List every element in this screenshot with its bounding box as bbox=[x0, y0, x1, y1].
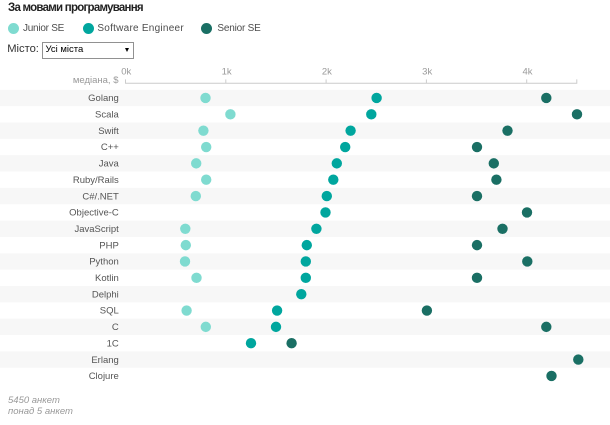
svg-text:Clojure: Clojure bbox=[89, 371, 119, 382]
svg-text:Python: Python bbox=[89, 257, 119, 268]
svg-text:Delphi: Delphi bbox=[92, 289, 119, 300]
svg-text:4k: 4k bbox=[522, 67, 532, 78]
svg-text:2k: 2k bbox=[322, 67, 332, 78]
svg-text:Golang: Golang bbox=[88, 93, 119, 104]
svg-text:C++: C++ bbox=[101, 142, 119, 153]
svg-text:1C: 1C bbox=[107, 338, 119, 349]
svg-text:C#/.NET: C#/.NET bbox=[82, 191, 119, 202]
svg-text:PHP: PHP bbox=[99, 240, 119, 251]
svg-text:Java: Java bbox=[99, 159, 120, 170]
svg-text:C: C bbox=[112, 322, 119, 333]
svg-text:Kotlin: Kotlin bbox=[95, 273, 119, 284]
svg-text:Objective-C: Objective-C bbox=[69, 208, 119, 219]
svg-text:1k: 1k bbox=[222, 67, 232, 78]
svg-text:Scala: Scala bbox=[95, 110, 119, 121]
svg-text:JavaScript: JavaScript bbox=[74, 224, 119, 235]
svg-text:медіана, $: медіана, $ bbox=[73, 75, 119, 86]
svg-text:SQL: SQL bbox=[100, 306, 119, 317]
svg-text:3k: 3k bbox=[422, 67, 432, 78]
svg-text:Ruby/Rails: Ruby/Rails bbox=[73, 175, 119, 186]
svg-text:Erlang: Erlang bbox=[91, 355, 118, 366]
svg-text:Swift: Swift bbox=[98, 126, 119, 137]
svg-text:0k: 0k bbox=[121, 67, 131, 78]
